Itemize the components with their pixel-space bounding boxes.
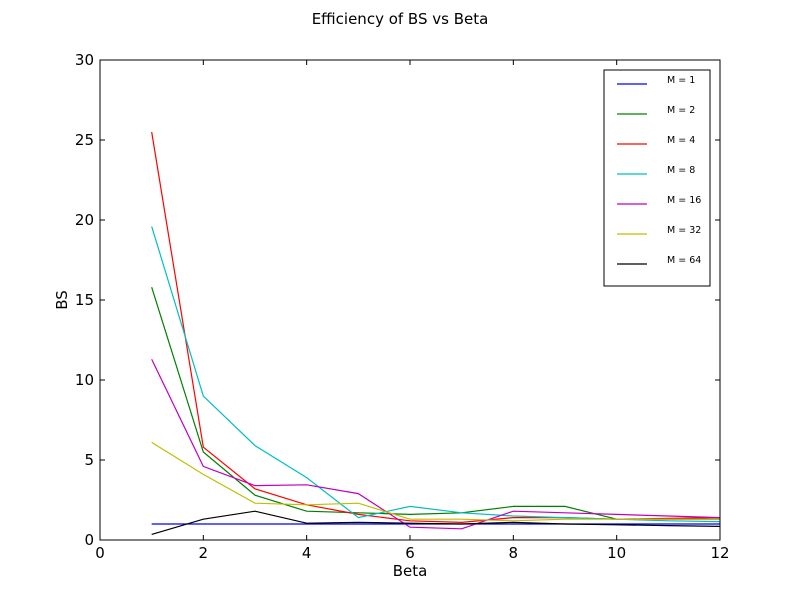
y-tick-label: 20 (75, 211, 94, 229)
y-tick-label: 30 (75, 51, 94, 69)
legend-frame (603, 69, 711, 287)
y-tick-label: 25 (75, 131, 94, 149)
legend-label: M = 64 (667, 255, 701, 266)
series-line-6 (151, 510, 721, 535)
legend-label: M = 8 (667, 165, 695, 176)
legend-label: M = 2 (667, 105, 695, 116)
chart-title: Efficiency of BS vs Beta (312, 10, 489, 28)
x-axis-ticks: 0 2 4 6 8 10 12 (95, 60, 730, 562)
legend-label: M = 16 (667, 195, 701, 206)
x-tick-label: 12 (710, 544, 729, 562)
legend-label: M = 4 (667, 135, 695, 146)
x-tick-label: 10 (607, 544, 626, 562)
y-axis-ticks: 0 5 10 15 20 25 30 (75, 51, 720, 549)
series-line-4 (151, 358, 721, 530)
y-tick-label: 10 (75, 371, 94, 389)
series-group (151, 131, 721, 535)
legend-label: M = 1 (667, 75, 695, 86)
x-tick-label: 8 (509, 544, 519, 562)
y-tick-label: 15 (75, 291, 94, 309)
x-tick-label: 6 (405, 544, 415, 562)
x-axis-label: Beta (393, 562, 428, 580)
x-tick-label: 2 (199, 544, 209, 562)
y-tick-label: 0 (84, 531, 94, 549)
series-line-1 (151, 287, 720, 520)
x-tick-label: 4 (302, 544, 312, 562)
legend: M = 1 M = 2 M = 4 M = 8 M = 16 M = 32 M = 64 (603, 69, 711, 287)
y-tick-label: 5 (84, 451, 94, 469)
legend-label: M = 32 (667, 225, 701, 236)
legend-items: M = 1 M = 2 M = 4 M = 8 M = 16 M = 32 M = 64 (617, 75, 701, 266)
y-axis-label: BS (53, 290, 71, 310)
x-tick-label: 0 (95, 544, 105, 562)
series-line-5 (151, 441, 720, 522)
plot-area: 0 2 4 6 8 10 12 0 5 10 15 20 25 30 (75, 51, 730, 562)
